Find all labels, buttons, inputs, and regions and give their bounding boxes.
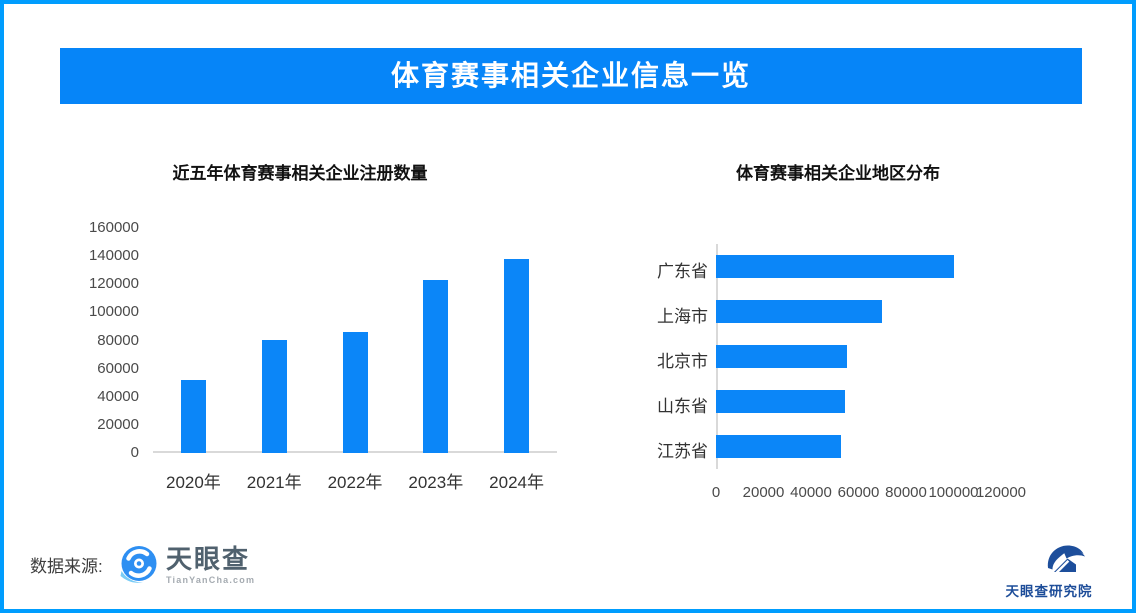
x-axis-category-label: 2022年 xyxy=(327,473,383,492)
y-axis-tick-label: 140000 xyxy=(88,247,139,265)
y-axis-tick-label: 100000 xyxy=(88,303,139,321)
x-axis-category-label: 2024年 xyxy=(489,473,544,492)
x-axis-category-label: 2021年 xyxy=(246,473,302,492)
bar-2023年 xyxy=(423,280,449,453)
data-source-label: 数据来源: xyxy=(30,557,103,576)
x-axis-tick-label: 40000 xyxy=(790,484,832,501)
y-axis-tick-label: 40000 xyxy=(97,387,139,405)
y-axis-tick-label: 120000 xyxy=(88,275,139,293)
header-banner: 体育赛事相关企业信息一览 xyxy=(60,48,1082,104)
x-axis-tick-label: 80000 xyxy=(885,484,927,501)
x-axis-tick-label: 100000 xyxy=(928,484,979,501)
registration-chart-title: 近五年体育赛事相关企业注册数量 xyxy=(172,164,428,183)
x-axis-category-label: 2020年 xyxy=(165,473,221,492)
bar-2024年 xyxy=(504,259,530,453)
region-chart-title: 体育赛事相关企业地区分布 xyxy=(736,164,940,183)
bar-2020年 xyxy=(180,380,206,453)
bar-江苏省 xyxy=(716,435,841,458)
infographic-canvas: 体育赛事相关企业信息一览 近五年体育赛事相关企业注册数量 体育赛事相关企业地区分… xyxy=(4,4,1132,609)
bar-2022年 xyxy=(342,332,368,453)
x-axis-tick-label: 0 xyxy=(711,484,721,501)
bar-广东省 xyxy=(716,255,954,278)
y-axis-tick-label: 60000 xyxy=(97,359,139,377)
bar-上海市 xyxy=(716,300,882,323)
category-label: 北京市 xyxy=(657,351,708,371)
category-label: 江苏省 xyxy=(657,441,708,461)
bar-2021年 xyxy=(261,340,287,453)
bar-山东省 xyxy=(716,390,845,413)
x-axis-tick-label: 20000 xyxy=(742,484,785,501)
research-institute-logo-icon xyxy=(1047,545,1085,572)
y-axis-tick-label: 0 xyxy=(130,444,139,461)
x-axis-tick-label: 60000 xyxy=(837,484,880,501)
tianyancha-logo-icon xyxy=(120,546,157,583)
tianyancha-wordmark: 天眼查 xyxy=(166,544,251,574)
page-title: 体育赛事相关企业信息一览 xyxy=(390,60,751,91)
category-label: 上海市 xyxy=(657,306,708,326)
category-label: 山东省 xyxy=(657,396,708,416)
x-axis-category-label: 2023年 xyxy=(408,473,464,492)
x-axis-tick-label: 120000 xyxy=(975,484,1027,501)
bar-北京市 xyxy=(716,345,847,368)
research-institute-label: 天眼查研究院 xyxy=(1005,584,1093,599)
y-axis-tick-label: 80000 xyxy=(97,331,139,349)
tianyancha-domain: TianYanCha.com xyxy=(166,575,256,585)
y-axis-tick-label: 160000 xyxy=(88,219,139,236)
y-axis-tick-label: 20000 xyxy=(97,415,139,433)
category-label: 广东省 xyxy=(657,261,708,281)
tianyancha-logo-text: 天眼查 TianYanCha.com xyxy=(166,545,286,585)
